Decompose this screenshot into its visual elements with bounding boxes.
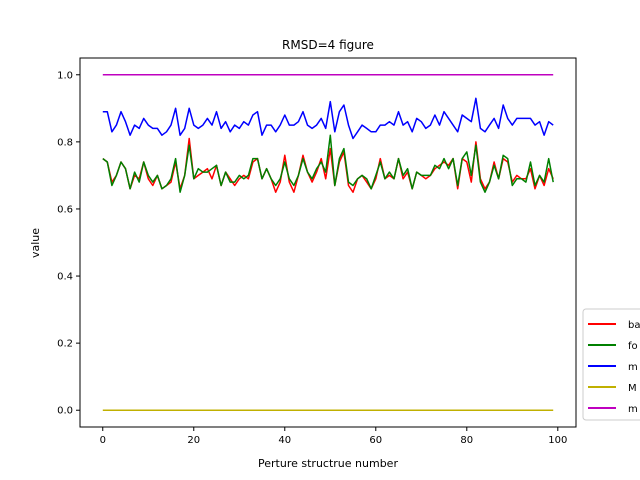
y-tick-label: 1.0 bbox=[57, 70, 73, 81]
chart-title: RMSD=4 figure bbox=[282, 38, 374, 52]
legend-label: m bbox=[628, 404, 638, 415]
x-tick-label: 20 bbox=[187, 435, 200, 446]
legend-box bbox=[582, 308, 640, 421]
y-tick-label: 0.8 bbox=[57, 137, 73, 148]
x-axis-label: Perture structrue number bbox=[258, 457, 398, 470]
legend: ba fo mMm bbox=[582, 308, 640, 421]
legend-label: ba bbox=[628, 320, 640, 331]
x-tick-label: 0 bbox=[100, 435, 106, 446]
y-axis-ticks: 0.0 0.2 0.4 0.6 0.8 1.0 bbox=[57, 70, 80, 417]
legend-label: m bbox=[628, 362, 638, 373]
series-line-2 bbox=[102, 97, 554, 140]
legend-label: fo bbox=[628, 341, 638, 352]
y-tick-label: 0.0 bbox=[57, 406, 73, 417]
x-tick-label: 40 bbox=[278, 435, 291, 446]
x-tick-label: 100 bbox=[548, 435, 567, 446]
series-line-1 bbox=[102, 134, 554, 193]
plot-frame bbox=[79, 57, 577, 428]
series-layer bbox=[102, 74, 554, 411]
y-tick-label: 0.4 bbox=[57, 272, 73, 283]
legend-label: M bbox=[628, 383, 637, 394]
y-tick-label: 0.6 bbox=[57, 204, 73, 215]
y-tick-label: 0.2 bbox=[57, 339, 73, 350]
x-tick-label: 60 bbox=[369, 435, 382, 446]
x-tick-label: 80 bbox=[460, 435, 473, 446]
y-axis-label: value bbox=[29, 228, 42, 258]
x-axis-ticks: 0 20 40 60 80 100 bbox=[100, 427, 567, 446]
